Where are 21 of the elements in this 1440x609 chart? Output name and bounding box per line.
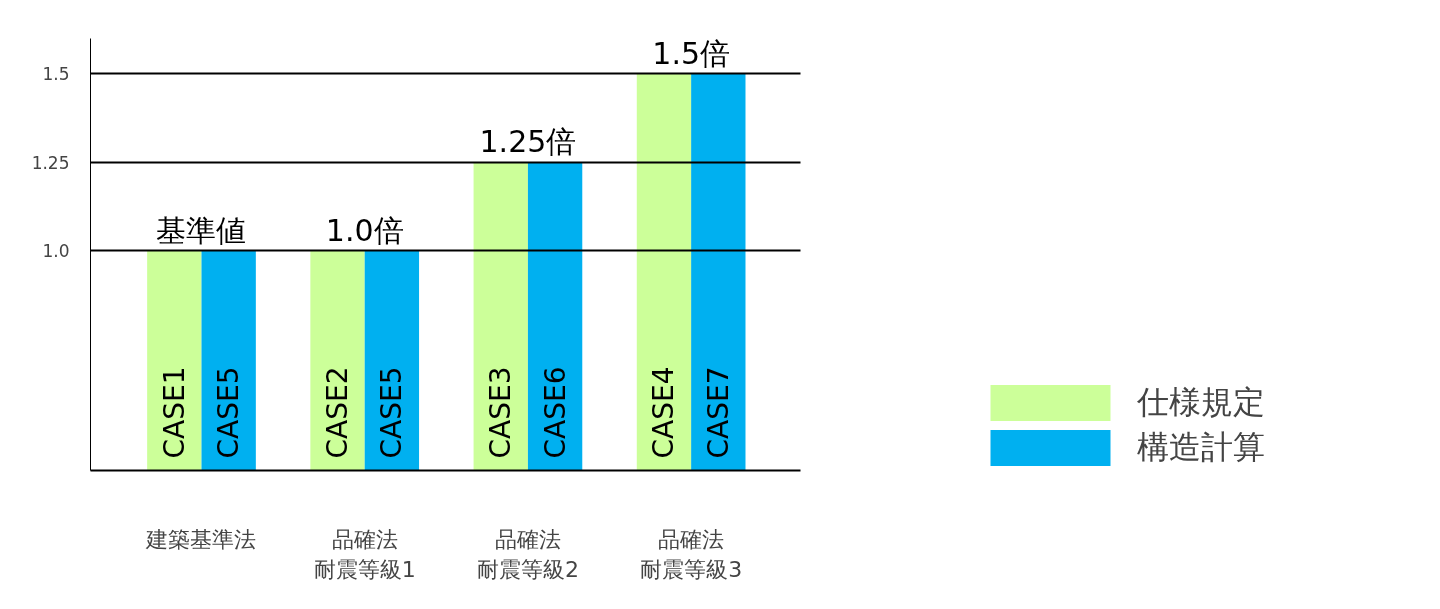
data-label: CASE5: [212, 366, 246, 459]
x-tick-label: 品確法耐震等級2: [476, 526, 579, 582]
x-tick-label: 品確法耐震等級3: [640, 526, 743, 582]
x-tick-label: 品確法耐震等級1: [313, 526, 416, 582]
y-tick-label: 1.25: [31, 152, 70, 173]
x-tick-label: 建築基準法: [145, 526, 257, 552]
data-label: CASE5: [375, 366, 409, 459]
legend-label: 仕様規定: [1137, 381, 1265, 423]
legend-label: 構造計算: [1137, 426, 1265, 468]
annotation: 基準値: [156, 212, 247, 248]
annotation: 1.5倍: [652, 35, 731, 71]
y-tick-label: 1.0: [42, 241, 70, 262]
data-label: CASE1: [157, 366, 191, 459]
annotation: 1.0倍: [325, 212, 404, 248]
annotation: 1.25倍: [479, 124, 577, 160]
data-label: CASE6: [538, 366, 572, 459]
data-label: CASE4: [647, 366, 681, 459]
y-tick-label: 1.5: [42, 64, 70, 85]
data-label: CASE7: [701, 366, 735, 459]
data-label: CASE3: [484, 366, 518, 459]
data-label: CASE2: [321, 366, 355, 459]
